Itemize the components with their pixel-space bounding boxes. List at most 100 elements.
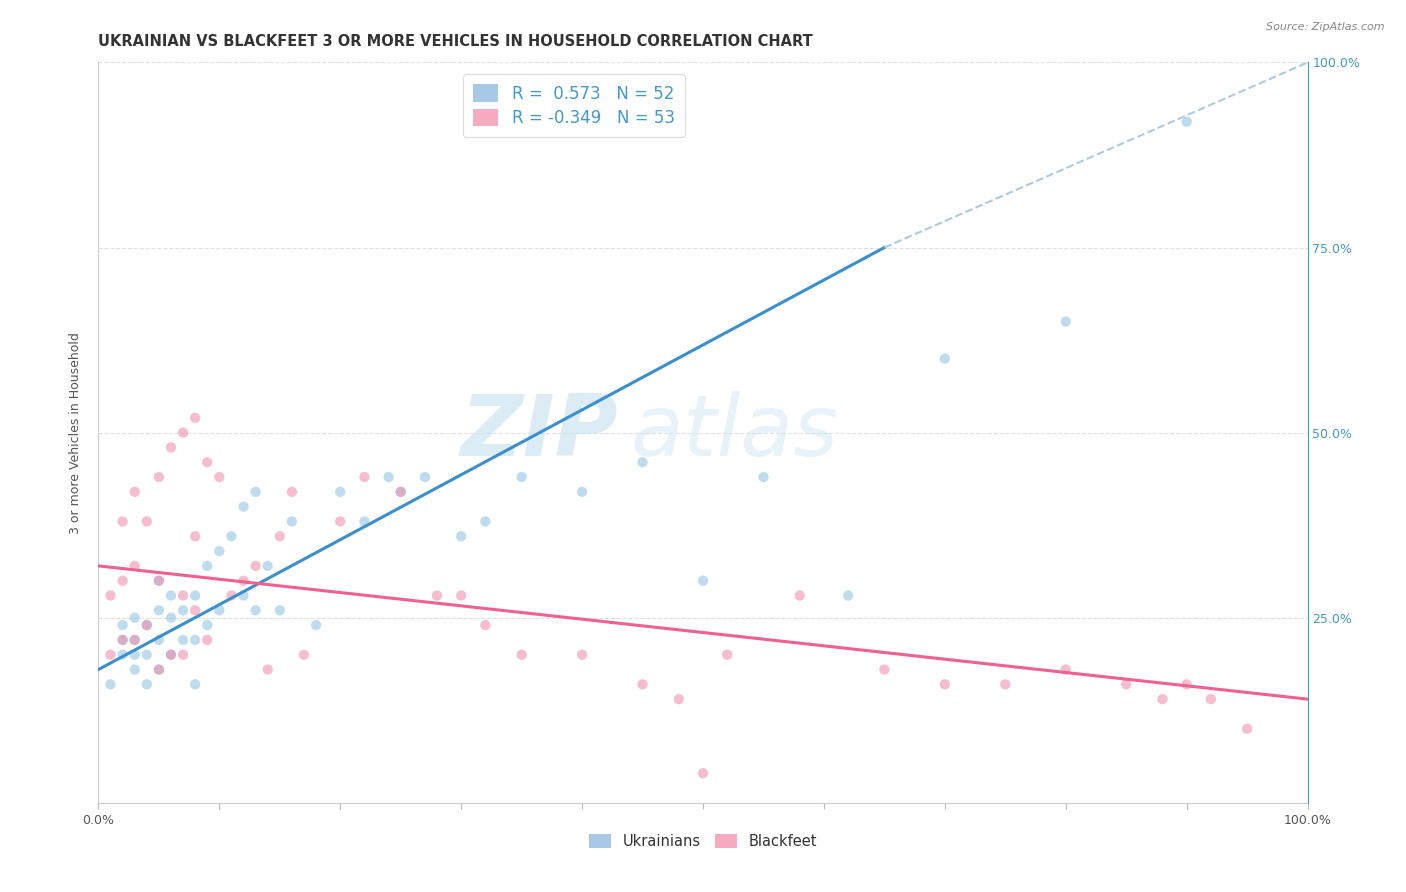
Point xyxy=(934,351,956,366)
Point xyxy=(510,470,533,484)
Point xyxy=(148,632,170,647)
Point xyxy=(232,574,254,588)
Point xyxy=(111,632,134,647)
Point xyxy=(1199,692,1222,706)
Point xyxy=(124,663,146,677)
Point xyxy=(184,677,207,691)
Point xyxy=(124,632,146,647)
Point xyxy=(232,589,254,603)
Point xyxy=(221,529,243,543)
Point xyxy=(124,632,146,647)
Point xyxy=(329,515,352,529)
Point xyxy=(111,648,134,662)
Point xyxy=(329,484,352,499)
Point xyxy=(873,663,896,677)
Point xyxy=(135,515,157,529)
Point xyxy=(256,663,278,677)
Point xyxy=(571,648,593,662)
Point xyxy=(148,574,170,588)
Point xyxy=(160,610,183,624)
Point xyxy=(377,470,399,484)
Point xyxy=(281,515,304,529)
Point xyxy=(426,589,449,603)
Point xyxy=(100,589,122,603)
Point xyxy=(160,648,183,662)
Point xyxy=(1175,114,1198,128)
Point xyxy=(353,515,375,529)
Point xyxy=(124,558,146,573)
Point xyxy=(148,663,170,677)
Point xyxy=(1115,677,1137,691)
Point xyxy=(124,610,146,624)
Point xyxy=(994,677,1017,691)
Point xyxy=(1152,692,1174,706)
Text: Source: ZipAtlas.com: Source: ZipAtlas.com xyxy=(1267,22,1385,32)
Point xyxy=(245,558,267,573)
Point xyxy=(631,455,654,469)
Text: atlas: atlas xyxy=(630,391,838,475)
Point xyxy=(195,455,218,469)
Point xyxy=(184,529,207,543)
Point xyxy=(148,470,170,484)
Point xyxy=(353,470,375,484)
Point xyxy=(160,589,183,603)
Point xyxy=(221,589,243,603)
Point xyxy=(752,470,775,484)
Point xyxy=(135,648,157,662)
Point xyxy=(135,618,157,632)
Point xyxy=(305,618,328,632)
Point xyxy=(450,589,472,603)
Point xyxy=(450,529,472,543)
Point xyxy=(148,603,170,617)
Point xyxy=(668,692,690,706)
Point xyxy=(135,618,157,632)
Point xyxy=(474,618,496,632)
Point xyxy=(208,544,231,558)
Point xyxy=(184,603,207,617)
Point xyxy=(160,441,183,455)
Point xyxy=(1054,314,1077,328)
Point xyxy=(111,515,134,529)
Point xyxy=(160,648,183,662)
Point xyxy=(148,574,170,588)
Point xyxy=(195,632,218,647)
Point xyxy=(100,677,122,691)
Point xyxy=(232,500,254,514)
Point xyxy=(692,766,714,780)
Point xyxy=(269,603,291,617)
Point xyxy=(692,574,714,588)
Point xyxy=(256,558,278,573)
Legend: Ukrainians, Blackfeet: Ukrainians, Blackfeet xyxy=(583,828,823,855)
Point xyxy=(1175,677,1198,691)
Text: ZIP: ZIP xyxy=(461,391,619,475)
Point xyxy=(124,648,146,662)
Point xyxy=(172,632,194,647)
Text: UKRAINIAN VS BLACKFEET 3 OR MORE VEHICLES IN HOUSEHOLD CORRELATION CHART: UKRAINIAN VS BLACKFEET 3 OR MORE VEHICLE… xyxy=(98,34,813,49)
Point xyxy=(172,589,194,603)
Point xyxy=(474,515,496,529)
Point xyxy=(208,603,231,617)
Point xyxy=(245,484,267,499)
Point xyxy=(292,648,315,662)
Point xyxy=(837,589,859,603)
Point xyxy=(184,632,207,647)
Point xyxy=(1054,663,1077,677)
Point xyxy=(789,589,811,603)
Point xyxy=(111,574,134,588)
Point xyxy=(111,618,134,632)
Point xyxy=(148,663,170,677)
Point xyxy=(184,589,207,603)
Point xyxy=(571,484,593,499)
Point xyxy=(245,603,267,617)
Point xyxy=(934,677,956,691)
Point xyxy=(195,558,218,573)
Point xyxy=(135,677,157,691)
Y-axis label: 3 or more Vehicles in Household: 3 or more Vehicles in Household xyxy=(69,332,83,533)
Point xyxy=(281,484,304,499)
Point xyxy=(172,603,194,617)
Point xyxy=(269,529,291,543)
Point xyxy=(716,648,738,662)
Point xyxy=(195,618,218,632)
Point xyxy=(510,648,533,662)
Point xyxy=(124,484,146,499)
